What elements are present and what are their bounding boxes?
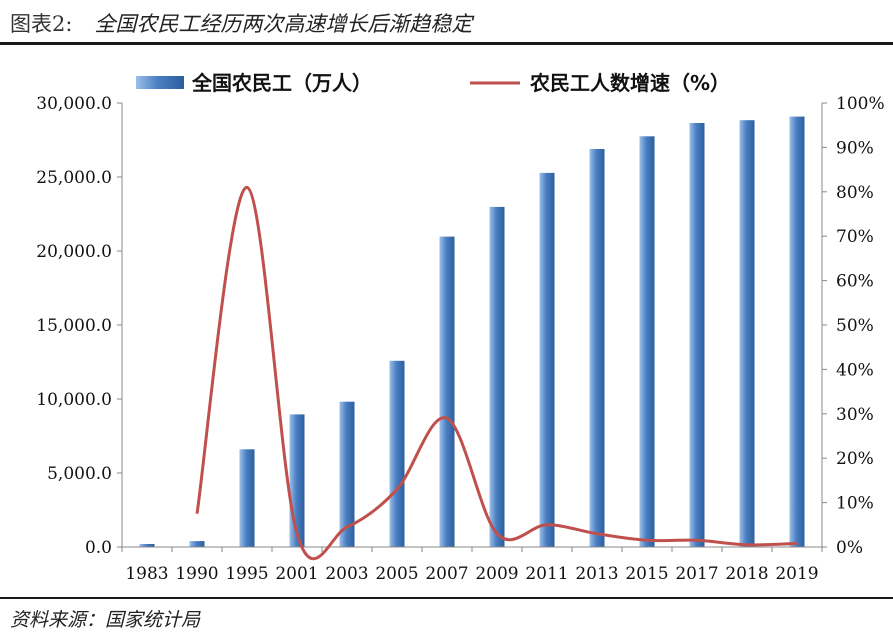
left-tick-label: 20,000.0 [36, 242, 112, 262]
x-tick-label: 2001 [275, 564, 318, 584]
right-tick-label: 10% [836, 494, 874, 514]
x-tick-label: 1995 [225, 564, 268, 584]
bar-series [139, 116, 805, 548]
left-tick-label: 30,000.0 [36, 94, 112, 114]
right-tick-label: 20% [836, 449, 874, 469]
bar-2015 [639, 136, 655, 548]
figure-title-text: 全国农民工经历两次高速增长后渐趋稳定 [94, 12, 473, 36]
right-tick-label: 30% [836, 405, 874, 425]
bar-2011 [539, 172, 555, 547]
right-tick-label: 70% [836, 227, 874, 247]
x-tick-label: 2013 [575, 564, 618, 584]
bar-2009 [489, 206, 505, 547]
x-tick-label: 2011 [525, 564, 568, 584]
bar-1990 [189, 541, 205, 547]
legend-line-label: 农民工人数增速（%） [529, 71, 730, 95]
axes: 0.0 5,000.0 10,000.0 15,000.0 20,000.0 25,000… [36, 94, 884, 584]
left-tick-label: 10,000.0 [36, 390, 112, 410]
left-tick-label: 5,000.0 [47, 464, 112, 484]
right-tick-label: 60% [836, 272, 874, 292]
right-tick-label: 80% [836, 183, 874, 203]
x-tick-label: 2005 [375, 564, 418, 584]
x-tick-label: 2009 [475, 564, 518, 584]
figure-title: 图表2: 全国农民工经历两次高速增长后渐趋稳定 [10, 8, 472, 38]
x-tick-label: 2007 [425, 564, 468, 584]
x-tick-label: 2018 [725, 564, 768, 584]
bar-2001 [289, 414, 305, 547]
bar-2005 [389, 360, 405, 547]
top-rule [0, 42, 893, 45]
bar-1995 [239, 449, 255, 547]
bar-2018 [739, 120, 755, 547]
header: 图表2: 全国农民工经历两次高速增长后渐趋稳定 [0, 0, 893, 44]
right-tick-label: 50% [836, 316, 874, 336]
right-tick-label: 0% [836, 538, 863, 558]
x-tick-label: 2019 [775, 564, 818, 584]
left-tick-label: 25,000.0 [36, 168, 112, 188]
source-note: 资料来源：国家统计局 [10, 609, 201, 631]
bar-2007 [439, 236, 455, 547]
legend-bar-label: 全国农民工（万人） [191, 71, 372, 95]
x-tick-label: 2003 [325, 564, 368, 584]
bar-1983 [139, 544, 155, 547]
line-series [195, 185, 798, 561]
bottom-rule [0, 597, 893, 599]
bar-2003 [339, 401, 355, 547]
figure-label: 图表2: [10, 12, 73, 36]
legend: 全国农民工（万人） 农民工人数增速（%） [136, 71, 730, 95]
bar-2019 [789, 116, 805, 547]
x-tick-label: 1990 [175, 564, 218, 584]
chart: 0.0 5,000.0 10,000.0 15,000.0 20,000.0 25,000… [36, 71, 884, 584]
growth-line [195, 185, 798, 561]
legend-bar-swatch [136, 76, 184, 89]
bar-2017 [689, 123, 705, 547]
left-tick-label: 15,000.0 [36, 316, 112, 336]
x-tick-label: 1983 [125, 564, 168, 584]
x-tick-label: 2015 [625, 564, 668, 584]
left-tick-label: 0.0 [85, 538, 112, 558]
right-tick-label: 40% [836, 360, 874, 380]
x-tick-label: 2017 [675, 564, 718, 584]
right-tick-label: 90% [836, 138, 874, 158]
right-tick-label: 100% [836, 94, 885, 114]
bar-2013 [589, 149, 605, 547]
